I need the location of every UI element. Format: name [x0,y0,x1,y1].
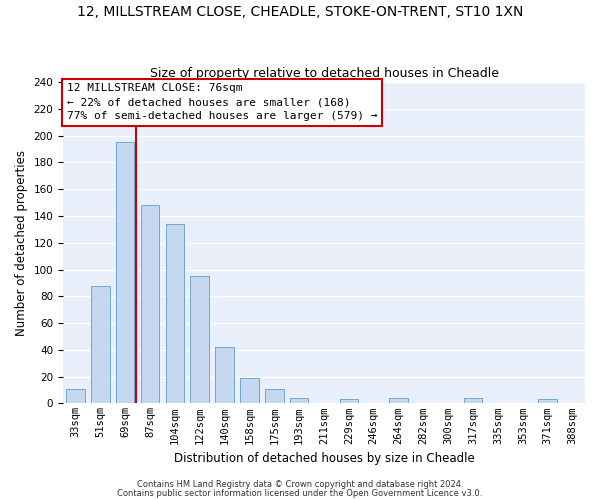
Bar [389,398,408,404]
Text: Contains public sector information licensed under the Open Government Licence v3: Contains public sector information licen… [118,488,482,498]
Title: Size of property relative to detached houses in Cheadle: Size of property relative to detached ho… [149,66,499,80]
Text: 12, MILLSTREAM CLOSE, CHEADLE, STOKE-ON-TRENT, ST10 1XN: 12, MILLSTREAM CLOSE, CHEADLE, STOKE-ON-… [77,5,523,19]
Bar [66,388,85,404]
Bar [215,347,234,404]
Bar [464,398,482,404]
Y-axis label: Number of detached properties: Number of detached properties [15,150,28,336]
Bar [290,398,308,404]
Bar [166,224,184,404]
Bar [91,286,110,404]
X-axis label: Distribution of detached houses by size in Cheadle: Distribution of detached houses by size … [173,452,475,465]
Bar [116,142,134,404]
Text: 12 MILLSTREAM CLOSE: 76sqm
← 22% of detached houses are smaller (168)
77% of sem: 12 MILLSTREAM CLOSE: 76sqm ← 22% of deta… [67,84,377,122]
Bar [265,388,284,404]
Bar [340,400,358,404]
Bar [240,378,259,404]
Bar [190,276,209,404]
Text: Contains HM Land Registry data © Crown copyright and database right 2024.: Contains HM Land Registry data © Crown c… [137,480,463,489]
Bar [141,205,160,404]
Bar [538,400,557,404]
